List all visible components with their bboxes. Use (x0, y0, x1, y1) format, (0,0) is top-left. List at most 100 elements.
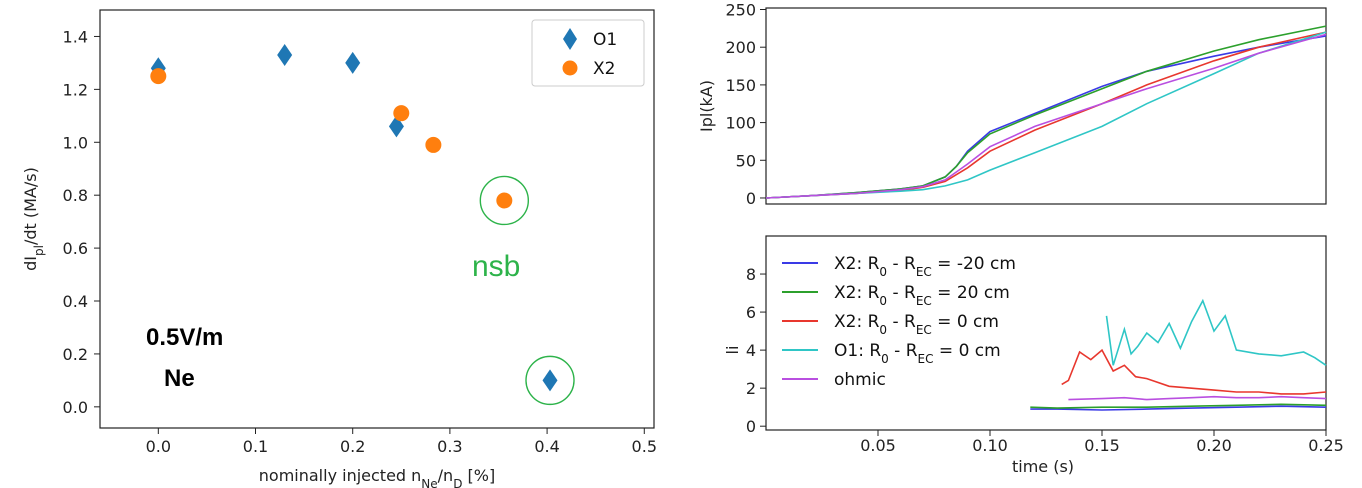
li-y-ticks: 0 2 4 6 8 (746, 265, 766, 436)
scatter-point-X2 (496, 192, 513, 209)
li-legend-label: X2: R0 - REC = 20 cm (834, 283, 1010, 308)
scatter-y-axis-label: dIpl/dt (MA/s) (21, 167, 46, 271)
li-legend-label: X2: R0 - REC = -20 cm (834, 254, 1016, 279)
scatter-y-tick-label: 0.6 (63, 239, 88, 258)
highlight-circle (479, 175, 530, 226)
scatter-legend-box (531, 19, 645, 87)
li-lines (1030, 298, 1327, 411)
scatter-y-tick-label: 1.4 (63, 27, 88, 46)
li-line (1068, 395, 1327, 401)
scatter-points (150, 43, 558, 392)
current-y-tick-label: 100 (725, 114, 756, 133)
current-y-tick-label: 150 (725, 76, 756, 95)
scatter-plot-frame (99, 9, 655, 429)
li-x-tick-label: 0.25 (1308, 436, 1344, 455)
scatter-x-tick-label: 0.0 (146, 437, 171, 456)
current-plot-frame (765, 7, 1327, 205)
current-y-axis-label: Ipl(kA) (697, 80, 716, 132)
li-x-ticks: 0.05 0.10 0.15 0.20 0.25 (860, 430, 1344, 455)
li-legend-text: = 20 cm (932, 283, 1010, 303)
current-panel: 0 50 100 150 200 250 Ipl(kA) (697, 1, 1327, 208)
li-legend-subscript: EC (916, 265, 932, 279)
scatter-y-ticks: 0.0 0.2 0.4 0.6 0.8 1.0 1.2 1.4 (63, 27, 100, 417)
li-y-tick-label: 4 (746, 341, 756, 360)
nsb-annotation: nsb (472, 250, 520, 283)
scatter-legend: O1 X2 (531, 19, 645, 87)
scatter-point-O1 (542, 369, 558, 392)
li-legend-text: = 0 cm (934, 341, 1001, 361)
li-x-tick-label: 0.15 (1084, 436, 1120, 455)
li-y-axis-label: li (723, 346, 742, 355)
scatter-y-tick-label: 1.2 (63, 80, 88, 99)
li-legend-label: ohmic (834, 370, 886, 390)
li-line (1061, 348, 1327, 395)
li-legend-subscript: 0 (879, 294, 887, 308)
current-y-ticks: 0 50 100 150 200 250 (725, 1, 766, 208)
li-legend-subscript: EC (916, 294, 932, 308)
li-legend-text: - R (887, 283, 916, 303)
current-line (765, 31, 1327, 199)
li-legend-label: O1: R0 - REC = 0 cm (834, 341, 1001, 366)
gas-annotation: Ne (164, 365, 195, 392)
scatter-x-ticks: 0.0 0.1 0.2 0.3 0.4 0.5 (146, 428, 657, 456)
li-y-tick-label: 0 (746, 417, 756, 436)
li-x-axis-label: time (s) (1012, 457, 1074, 476)
current-lines (765, 25, 1327, 199)
scatter-y-tick-label: 0.4 (63, 292, 88, 311)
li-line (1030, 405, 1327, 411)
legend-label-X2: X2 (593, 59, 615, 79)
scatter-highlight-circles (479, 175, 575, 406)
li-y-tick-label: 6 (746, 303, 756, 322)
current-y-tick-label: 200 (725, 38, 756, 57)
scatter-y-tick-label: 0.0 (63, 398, 88, 417)
legend-marker-X2 (562, 60, 578, 76)
li-legend-text: X2: R (834, 254, 880, 274)
scatter-point-O1 (345, 51, 361, 74)
scatter-point-X2 (150, 68, 167, 85)
scatter-x-tick-label: 0.5 (632, 437, 657, 456)
li-legend-text: - R (889, 341, 918, 361)
scatter-y-tick-label: 1.0 (63, 133, 88, 152)
li-legend-subscript: EC (918, 352, 934, 366)
highlight-circle (525, 355, 575, 406)
scatter-x-tick-label: 0.4 (534, 437, 559, 456)
li-legend-text: X2: R (834, 312, 880, 332)
li-line (1030, 403, 1327, 409)
li-y-tick-label: 8 (746, 265, 756, 284)
scatter-y-tick-label: 0.2 (63, 345, 88, 364)
current-line (765, 33, 1327, 199)
li-legend-subscript: 0 (879, 265, 887, 279)
li-legend-text: - R (887, 312, 916, 332)
li-legend-label: X2: R0 - REC = 0 cm (834, 312, 999, 337)
li-line (1105, 298, 1327, 366)
li-legend-subscript: 0 (879, 323, 887, 337)
current-y-tick-label: 50 (736, 151, 756, 170)
li-legend-subscript: 0 (881, 352, 889, 366)
scatter-y-tick-label: 0.8 (63, 186, 88, 205)
li-legend-text: = 0 cm (932, 312, 999, 332)
legend-marker-O1 (563, 28, 577, 50)
scatter-point-X2 (425, 136, 442, 153)
scatter-x-axis-label: nominally injected nNe/nD [%] (259, 466, 495, 488)
li-legend-text: = -20 cm (932, 254, 1016, 274)
current-line (765, 31, 1327, 199)
li-x-tick-label: 0.05 (860, 436, 896, 455)
li-plot-frame (765, 235, 1327, 431)
li-legend-text: O1: R (834, 341, 881, 361)
scatter-point-O1 (277, 43, 293, 66)
li-legend-text: X2: R (834, 283, 880, 303)
legend-label-O1: O1 (593, 30, 617, 50)
scatter-x-tick-label: 0.3 (437, 437, 462, 456)
current-y-tick-label: 250 (725, 1, 756, 20)
li-x-tick-label: 0.20 (1196, 436, 1232, 455)
scatter-x-tick-label: 0.2 (340, 437, 365, 456)
li-legend-subscript: EC (916, 323, 932, 337)
li-legend-text: - R (887, 254, 916, 274)
scatter-x-tick-label: 0.1 (243, 437, 268, 456)
li-panel: 0.05 0.10 0.15 0.20 0.25 0 2 4 6 8 li time (s) X… (723, 235, 1344, 476)
current-y-tick-label: 0 (746, 189, 756, 208)
field-annotation: 0.5V/m (146, 324, 223, 351)
li-y-tick-label: 2 (746, 379, 756, 398)
scatter-point-X2 (393, 105, 410, 122)
